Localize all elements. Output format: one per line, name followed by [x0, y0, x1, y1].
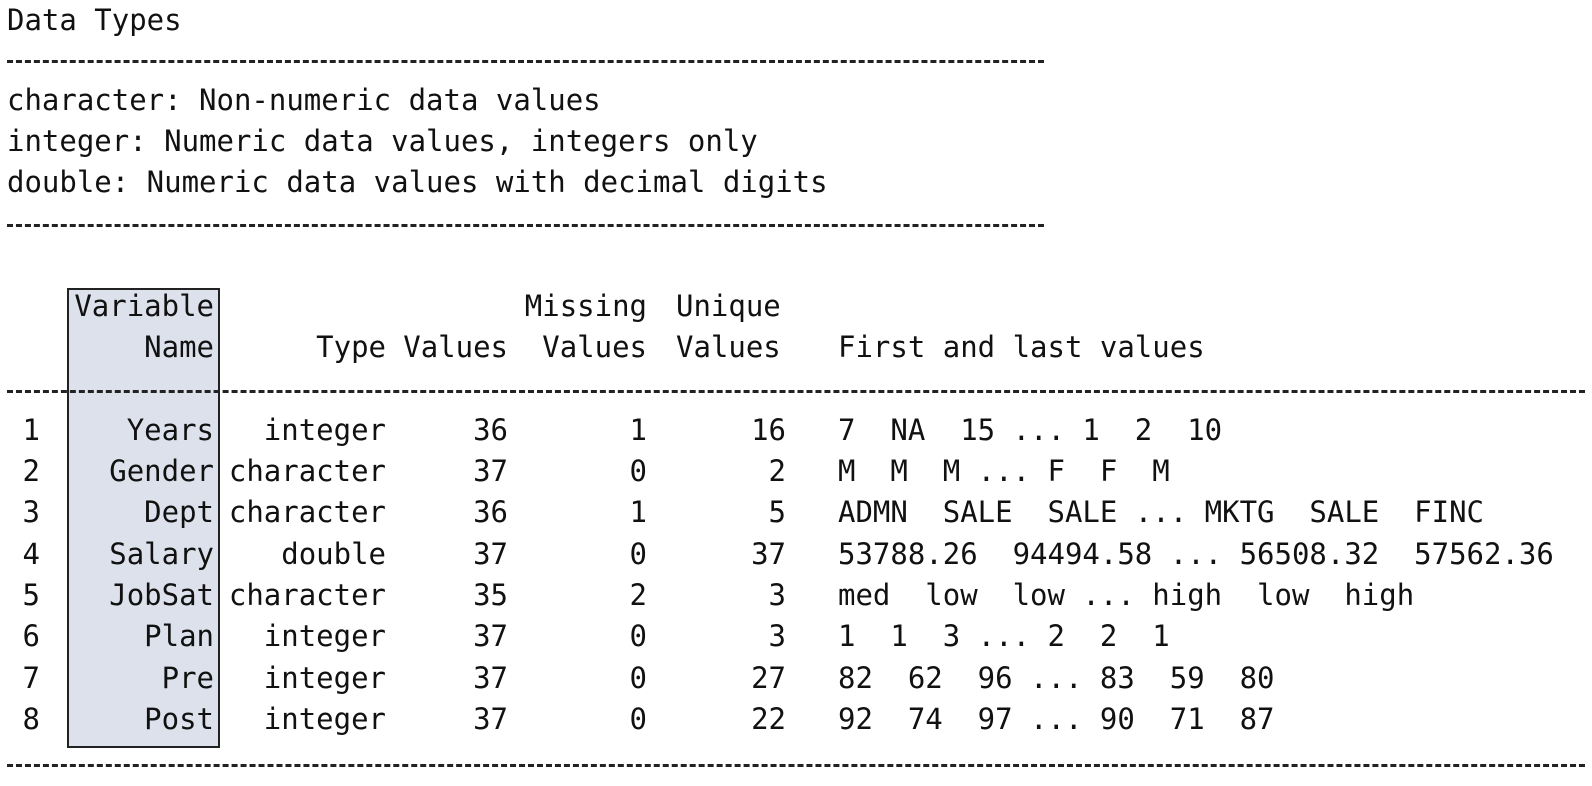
row-index: 4 — [22, 537, 40, 571]
header-rule-bottom — [7, 224, 1044, 227]
missing-count: 0 — [629, 619, 647, 653]
unique-count: 2 — [768, 454, 786, 488]
missing-count: 0 — [629, 661, 647, 695]
unique-count: 22 — [751, 702, 786, 736]
values-count: 37 — [473, 661, 508, 695]
header-missing-values: Values — [542, 330, 647, 364]
variable-name: Years — [126, 413, 214, 447]
values-count: 36 — [473, 413, 508, 447]
row-index: 5 — [22, 578, 40, 612]
unique-count: 5 — [768, 495, 786, 529]
row-index: 1 — [22, 413, 40, 447]
unique-count: 37 — [751, 537, 786, 571]
unique-count: 27 — [751, 661, 786, 695]
variable-name: JobSat — [109, 578, 214, 612]
header-name: Name — [144, 330, 214, 364]
row-index: 6 — [22, 619, 40, 653]
variable-type: integer — [263, 619, 386, 653]
header-unique: Unique — [676, 289, 781, 323]
values-count: 37 — [473, 702, 508, 736]
first-last-values: 92 74 97 ... 90 71 87 — [838, 702, 1275, 736]
row-index: 2 — [22, 454, 40, 488]
row-index: 3 — [22, 495, 40, 529]
type-description-double: double: Numeric data values with decimal… — [7, 165, 828, 199]
values-count: 37 — [473, 619, 508, 653]
variable-name: Post — [144, 702, 214, 736]
variable-type: double — [281, 537, 386, 571]
header-variable: Variable — [74, 289, 214, 323]
header-unique-values: Values — [676, 330, 781, 364]
values-count: 35 — [473, 578, 508, 612]
variable-name-highlight-box — [67, 288, 220, 748]
missing-count: 0 — [629, 537, 647, 571]
variable-type: character — [228, 495, 386, 529]
row-index: 8 — [22, 702, 40, 736]
first-last-values: 7 NA 15 ... 1 2 10 — [838, 413, 1223, 447]
missing-count: 1 — [629, 495, 647, 529]
variable-name: Gender — [109, 454, 214, 488]
values-count: 37 — [473, 537, 508, 571]
variable-type: integer — [263, 661, 386, 695]
first-last-values: M M M ... F F M — [838, 454, 1170, 488]
values-count: 36 — [473, 495, 508, 529]
header-first-last-values: First and last values — [838, 330, 1205, 364]
table-rule-bottom — [7, 764, 1585, 767]
unique-count: 3 — [768, 619, 786, 653]
missing-count: 1 — [629, 413, 647, 447]
variable-name: Salary — [109, 537, 214, 571]
variable-type: character — [228, 454, 386, 488]
row-index: 7 — [22, 661, 40, 695]
first-last-values: 82 62 96 ... 83 59 80 — [838, 661, 1275, 695]
variable-name: Dept — [144, 495, 214, 529]
first-last-values: ADMN SALE SALE ... MKTG SALE FINC — [838, 495, 1485, 529]
first-last-values: 1 1 3 ... 2 2 1 — [838, 619, 1170, 653]
table-rule-top — [7, 390, 1585, 393]
variable-type: integer — [263, 413, 386, 447]
variable-name: Pre — [161, 661, 214, 695]
missing-count: 0 — [629, 702, 647, 736]
unique-count: 16 — [751, 413, 786, 447]
header-rule-top — [7, 60, 1044, 63]
variable-name: Plan — [144, 619, 214, 653]
header-missing: Missing — [524, 289, 647, 323]
type-description-character: character: Non-numeric data values — [7, 83, 601, 117]
header-type: Type — [316, 330, 386, 364]
first-last-values: 53788.26 94494.58 ... 56508.32 57562.36 — [838, 537, 1554, 571]
variable-type: integer — [263, 702, 386, 736]
variable-type: character — [228, 578, 386, 612]
header-values: Values — [403, 330, 508, 364]
unique-count: 3 — [768, 578, 786, 612]
first-last-values: med low low ... high low high — [838, 578, 1415, 612]
page-title: Data Types — [7, 3, 182, 37]
missing-count: 2 — [629, 578, 647, 612]
values-count: 37 — [473, 454, 508, 488]
missing-count: 0 — [629, 454, 647, 488]
type-description-integer: integer: Numeric data values, integers o… — [7, 124, 758, 158]
